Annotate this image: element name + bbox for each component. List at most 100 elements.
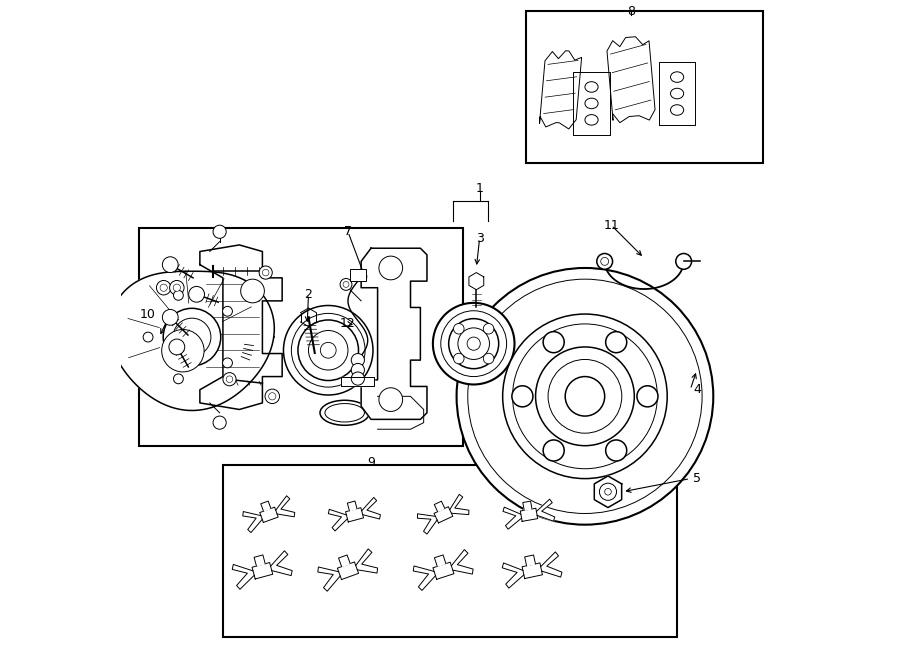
Circle shape [263, 269, 269, 276]
Ellipse shape [585, 114, 598, 125]
Polygon shape [469, 272, 483, 290]
Polygon shape [243, 512, 262, 533]
Polygon shape [338, 555, 350, 566]
Text: 12: 12 [340, 317, 356, 330]
Circle shape [548, 360, 622, 433]
Polygon shape [341, 377, 374, 387]
Circle shape [599, 483, 616, 500]
Polygon shape [413, 566, 436, 590]
Circle shape [449, 319, 499, 369]
Polygon shape [520, 508, 537, 522]
Circle shape [163, 308, 220, 366]
Polygon shape [275, 496, 294, 517]
Circle shape [676, 253, 691, 269]
Circle shape [162, 330, 204, 372]
Circle shape [468, 279, 702, 514]
Circle shape [637, 386, 658, 407]
Circle shape [174, 374, 184, 384]
Circle shape [173, 284, 181, 292]
Circle shape [606, 332, 626, 353]
Circle shape [298, 320, 358, 381]
Circle shape [351, 372, 364, 385]
Polygon shape [232, 564, 254, 590]
Ellipse shape [585, 98, 598, 108]
Polygon shape [452, 549, 473, 574]
Ellipse shape [325, 404, 364, 422]
Circle shape [483, 323, 494, 334]
Circle shape [213, 225, 226, 239]
Circle shape [160, 284, 167, 292]
Bar [350, 269, 365, 281]
Circle shape [269, 393, 276, 400]
Polygon shape [523, 501, 532, 510]
Circle shape [351, 364, 364, 377]
Circle shape [309, 330, 348, 370]
Circle shape [189, 286, 204, 302]
Circle shape [543, 440, 564, 461]
Circle shape [454, 323, 464, 334]
Polygon shape [541, 552, 562, 577]
Text: 10: 10 [140, 307, 155, 321]
Ellipse shape [670, 89, 684, 98]
Polygon shape [328, 510, 347, 531]
Circle shape [162, 309, 178, 325]
Ellipse shape [670, 72, 684, 83]
Circle shape [351, 354, 364, 367]
Polygon shape [525, 555, 535, 566]
Circle shape [454, 353, 464, 364]
Polygon shape [378, 397, 424, 429]
Text: 1: 1 [476, 182, 483, 196]
Circle shape [456, 268, 714, 525]
Circle shape [222, 358, 232, 368]
Ellipse shape [320, 401, 369, 425]
Polygon shape [318, 567, 340, 591]
Text: 5: 5 [693, 472, 701, 485]
Circle shape [265, 389, 280, 404]
Circle shape [343, 282, 349, 288]
Polygon shape [260, 507, 278, 522]
Polygon shape [362, 497, 381, 519]
Polygon shape [435, 555, 446, 566]
Circle shape [441, 311, 507, 377]
Circle shape [379, 388, 402, 411]
Polygon shape [252, 563, 273, 579]
Circle shape [536, 347, 634, 446]
Polygon shape [254, 555, 266, 566]
Circle shape [503, 314, 667, 479]
Polygon shape [594, 476, 622, 508]
Polygon shape [338, 562, 358, 580]
Text: 4: 4 [693, 383, 701, 396]
Polygon shape [346, 508, 364, 522]
Circle shape [169, 280, 184, 295]
Circle shape [169, 339, 184, 355]
Polygon shape [450, 494, 469, 515]
Polygon shape [573, 72, 609, 135]
Text: 3: 3 [476, 232, 483, 245]
Polygon shape [347, 501, 357, 511]
Text: 8: 8 [627, 5, 635, 18]
Circle shape [565, 377, 605, 416]
Circle shape [173, 318, 211, 356]
Circle shape [512, 324, 657, 469]
Circle shape [162, 256, 178, 272]
Circle shape [174, 290, 184, 300]
Polygon shape [659, 62, 695, 125]
Circle shape [143, 332, 153, 342]
Ellipse shape [585, 82, 598, 93]
Circle shape [226, 376, 233, 383]
Circle shape [597, 253, 613, 269]
Polygon shape [536, 499, 554, 521]
Polygon shape [110, 271, 274, 410]
Bar [526, 11, 762, 163]
Ellipse shape [670, 104, 684, 115]
Polygon shape [502, 563, 524, 588]
Circle shape [606, 440, 626, 461]
Circle shape [292, 313, 365, 387]
Text: 9: 9 [367, 455, 375, 469]
Circle shape [467, 337, 481, 350]
Polygon shape [503, 507, 522, 529]
Text: 6: 6 [456, 327, 464, 340]
Circle shape [340, 278, 352, 290]
Polygon shape [418, 514, 437, 534]
Circle shape [543, 332, 564, 353]
